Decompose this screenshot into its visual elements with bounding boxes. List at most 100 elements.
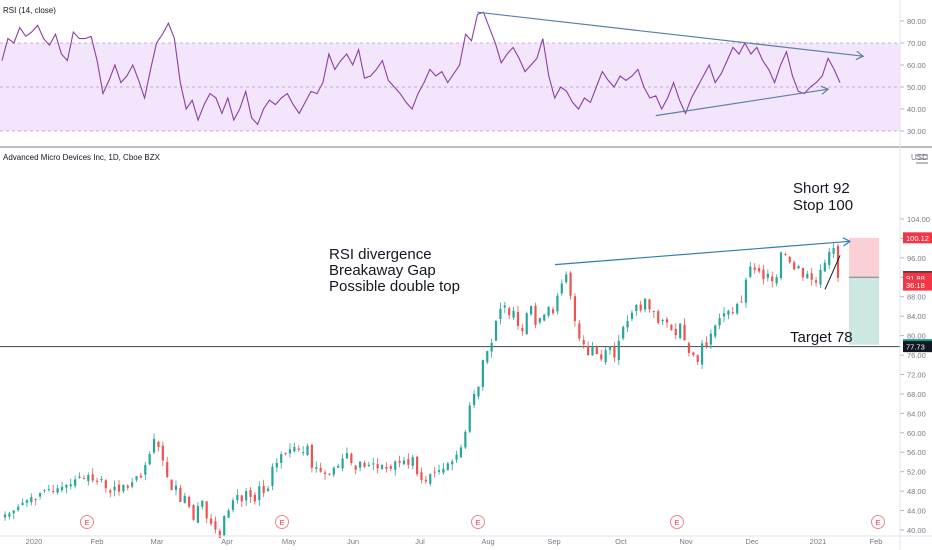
candle [69,478,72,490]
candle [591,341,594,356]
annotation-target: Target 78 [790,329,853,346]
candle [345,447,349,459]
candle [188,495,191,509]
candle [516,305,520,330]
price-tag-label: 36:18 [906,281,925,290]
candle-body [416,456,419,475]
candle [262,479,265,498]
candle-body [793,262,796,270]
candle-body [828,252,831,265]
candle [245,487,248,507]
candle [56,484,59,495]
candle [714,324,717,339]
rsi-pane [0,11,932,148]
price-axis-label: 52.00 [907,468,926,477]
candle-body [731,312,734,314]
candle [459,444,463,459]
x-axis-label: Nov [679,537,693,546]
earnings-label: E [279,518,284,527]
candle-body [700,343,704,365]
candle [490,338,493,358]
candle [288,443,292,458]
candle-body [245,491,248,501]
candle [82,475,86,480]
price-axis-label: 64.00 [907,409,926,418]
candle [3,511,7,521]
candle-body [534,305,537,325]
candle-body [757,268,761,272]
candle [293,442,296,453]
candle-body [433,471,436,473]
candle [779,251,783,281]
candle-body [363,462,366,467]
candle [394,460,397,476]
candle [757,264,761,274]
price-trendline [554,240,851,266]
candle-body [69,484,72,487]
candle-body [25,500,29,503]
candle-body [100,478,103,480]
price-trendline-arrow-icon [842,237,852,247]
candle-body [205,501,208,519]
candle-body [521,327,524,332]
candle [424,475,427,484]
candle [477,386,480,400]
candle-body [319,467,322,472]
candle [652,310,655,318]
candle-body [709,333,712,345]
candle-body [530,305,533,315]
candle [109,488,112,498]
candle-body [402,460,406,465]
candle [635,303,638,317]
candle [705,336,708,349]
candle-body [236,495,239,501]
x-axis-label: Jul [415,537,425,546]
candle-body [424,479,427,482]
candle [161,441,164,466]
price-axis-label: 44.00 [907,507,926,516]
candle [52,484,55,494]
candle-body [810,273,813,280]
candle-body [201,500,204,507]
candle [442,463,445,475]
candle [74,475,77,489]
candle-body [117,484,121,492]
candle-body [231,500,235,510]
candle [302,446,305,456]
candle [731,306,734,315]
candle [34,498,37,506]
candle-body [174,485,178,490]
candle-body [253,494,256,502]
candle [494,319,498,341]
candle [249,487,252,504]
candle [437,464,441,475]
candle-body [516,311,520,326]
candle [201,500,204,510]
candle [565,271,568,284]
price-axis-label: 72.00 [907,370,926,379]
candle-body [525,313,528,335]
candle-body [315,467,318,469]
candle-body [34,498,37,500]
candle [429,473,432,487]
candle-body [635,304,638,312]
candle-body [350,453,353,463]
candle-body [622,326,625,339]
candle-body [613,346,616,358]
earnings-label: E [475,518,480,527]
candle-body [722,313,726,317]
candle [762,264,765,285]
price-axis-label: 96.00 [907,254,926,263]
candle-body [332,467,335,475]
candle [166,456,169,479]
candle-body [442,468,445,473]
candle [622,325,625,341]
candle-body [608,346,612,350]
candle [218,528,221,539]
candle-body [398,460,401,463]
candle-body [573,296,577,322]
candle-body [87,475,90,482]
candle-body [144,464,147,475]
candle-body [429,474,432,484]
